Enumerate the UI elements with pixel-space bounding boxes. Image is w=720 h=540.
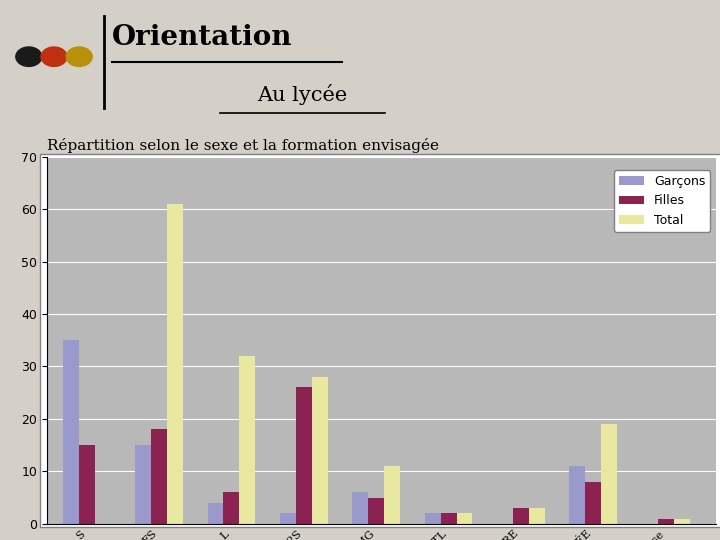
Text: Orientation: Orientation <box>112 24 292 51</box>
Bar <box>296 387 312 524</box>
Text: Au lycée: Au lycée <box>257 84 348 105</box>
Bar <box>456 514 472 524</box>
Bar <box>280 514 296 524</box>
Bar <box>529 508 545 524</box>
Bar <box>223 492 239 524</box>
Bar <box>585 482 601 524</box>
Text: Répartition selon le sexe et la formation envisagée: Répartition selon le sexe et la formatio… <box>47 138 438 153</box>
Bar <box>167 204 183 524</box>
Bar <box>658 518 674 524</box>
Bar <box>352 492 368 524</box>
Bar <box>441 514 456 524</box>
Legend: Garçons, Filles, Total: Garçons, Filles, Total <box>613 170 710 232</box>
Bar <box>207 503 223 524</box>
Bar <box>384 466 400 524</box>
Bar <box>63 340 78 524</box>
Bar <box>425 514 441 524</box>
Bar <box>78 445 94 524</box>
Bar <box>674 518 690 524</box>
Bar <box>239 356 256 524</box>
Bar <box>135 445 151 524</box>
Bar <box>570 466 585 524</box>
Bar <box>601 424 617 524</box>
Bar <box>513 508 529 524</box>
Bar <box>312 377 328 524</box>
Bar <box>151 429 167 524</box>
Bar <box>368 497 384 524</box>
